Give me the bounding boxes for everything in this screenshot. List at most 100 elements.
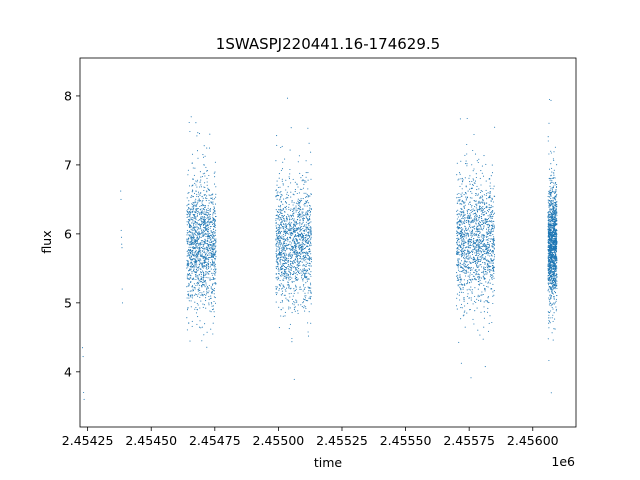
data-point	[195, 184, 197, 186]
data-point	[468, 217, 470, 220]
data-point	[192, 241, 194, 243]
data-point	[481, 172, 483, 174]
data-point	[308, 202, 310, 204]
data-point	[196, 150, 199, 152]
data-point	[283, 247, 285, 250]
data-point	[467, 242, 469, 244]
data-point	[490, 258, 492, 260]
data-point	[188, 234, 190, 236]
data-point	[290, 237, 292, 239]
data-point	[476, 249, 478, 251]
data-point	[554, 285, 557, 287]
data-point	[465, 185, 467, 187]
data-point	[288, 279, 290, 281]
data-point	[485, 239, 487, 241]
data-point	[466, 217, 468, 219]
data-point	[308, 142, 310, 144]
data-point	[466, 289, 468, 291]
data-point	[198, 284, 201, 286]
data-point	[307, 240, 309, 242]
data-point	[276, 266, 278, 268]
data-point	[310, 261, 312, 263]
data-point	[482, 262, 484, 264]
data-point	[212, 278, 215, 280]
data-point	[292, 263, 294, 265]
data-point	[193, 174, 195, 176]
data-point	[281, 145, 283, 147]
data-point	[289, 149, 291, 151]
data-point	[491, 242, 493, 245]
data-point	[191, 320, 193, 322]
data-point	[476, 259, 478, 261]
data-point	[212, 198, 214, 200]
data-point	[305, 221, 307, 223]
data-point	[492, 201, 494, 203]
data-point	[467, 271, 469, 273]
data-point	[302, 302, 304, 304]
data-point	[288, 206, 290, 208]
data-point	[483, 236, 485, 238]
data-point	[305, 234, 307, 236]
data-point	[207, 221, 209, 223]
data-point	[551, 171, 553, 173]
data-point	[280, 243, 282, 245]
data-point	[485, 260, 487, 262]
data-point	[468, 257, 470, 259]
data-point	[206, 248, 208, 251]
data-point	[474, 153, 477, 155]
data-point	[487, 211, 489, 213]
data-point	[280, 254, 282, 256]
data-point	[295, 269, 297, 271]
data-point	[493, 277, 495, 279]
data-point	[462, 247, 464, 249]
data-point	[282, 239, 284, 241]
data-point	[305, 160, 307, 162]
data-point	[207, 265, 209, 268]
data-point	[202, 197, 204, 199]
data-point	[548, 314, 550, 316]
data-point	[309, 209, 311, 211]
data-point	[470, 191, 472, 193]
data-point	[464, 204, 466, 206]
data-point	[293, 378, 295, 380]
data-point	[310, 221, 312, 223]
data-point	[307, 214, 309, 216]
data-point	[210, 194, 212, 196]
data-point	[302, 278, 304, 280]
data-point	[190, 234, 192, 236]
data-point	[471, 289, 473, 291]
data-point	[206, 290, 208, 292]
data-point	[214, 224, 216, 226]
data-point	[304, 295, 306, 297]
data-point	[461, 229, 463, 231]
data-point	[188, 241, 190, 243]
data-point	[298, 234, 300, 236]
data-point	[301, 270, 303, 272]
data-point	[555, 300, 557, 302]
data-point	[188, 278, 190, 280]
data-point	[281, 220, 283, 222]
data-point	[472, 261, 475, 264]
data-point	[300, 233, 303, 235]
data-point	[487, 297, 489, 299]
data-point	[200, 243, 202, 245]
data-point	[295, 247, 297, 249]
data-point	[296, 192, 298, 195]
data-point	[467, 233, 469, 235]
data-point	[285, 240, 287, 242]
data-point	[198, 293, 200, 295]
data-point	[201, 205, 203, 207]
data-point	[486, 285, 488, 288]
data-point	[480, 242, 482, 244]
data-point	[213, 263, 215, 265]
data-point	[200, 230, 203, 232]
data-point	[297, 312, 299, 314]
data-point	[476, 254, 478, 256]
data-point	[466, 258, 469, 260]
data-point	[206, 346, 208, 348]
data-point	[484, 278, 486, 280]
data-point	[467, 255, 469, 257]
data-point	[280, 315, 282, 317]
data-point	[309, 250, 311, 252]
data-point	[292, 303, 294, 305]
